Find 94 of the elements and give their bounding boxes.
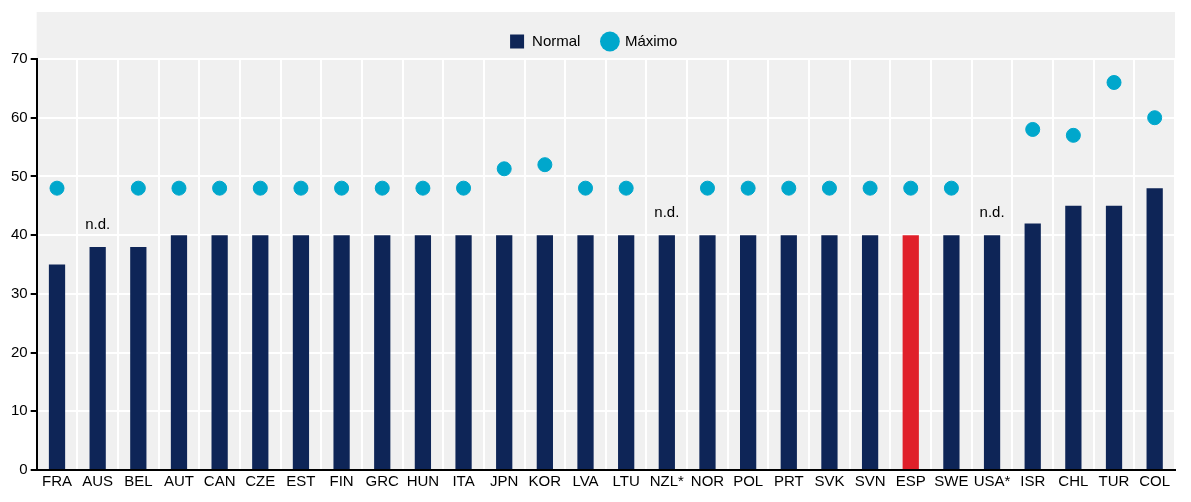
- point: [252, 180, 268, 196]
- bar: [1146, 188, 1163, 469]
- point: [49, 180, 65, 196]
- bar: [780, 235, 797, 469]
- y-tick-label: 20: [11, 342, 28, 360]
- bar: [983, 235, 1001, 469]
- x-tick-label: FRA: [42, 472, 73, 490]
- y-tick-label: 70: [11, 49, 28, 67]
- x-tick-label: PRT: [773, 472, 804, 490]
- x-tick-label: HUN: [406, 472, 440, 490]
- annotation: n.d.: [979, 203, 1005, 221]
- point: [1106, 74, 1122, 90]
- x-tick-label: KOR: [528, 472, 562, 490]
- y-tick-label: 40: [11, 225, 28, 243]
- point: [334, 180, 350, 196]
- y-tick-label: 60: [11, 107, 28, 125]
- x-tick-label: ISR: [1020, 472, 1046, 490]
- bar: [211, 235, 228, 469]
- bar: [577, 235, 594, 469]
- point: [943, 180, 959, 196]
- point: [618, 180, 634, 196]
- x-tick-label: ITA: [452, 472, 475, 490]
- annotation: n.d.: [85, 215, 111, 233]
- bar: [943, 235, 960, 469]
- point: [578, 180, 594, 196]
- bar: [1024, 223, 1041, 469]
- bar: [618, 235, 635, 469]
- bar: [821, 235, 838, 469]
- x-tick-label: ESP: [895, 472, 926, 490]
- x-tick-label: CHL: [1058, 472, 1089, 490]
- bar: [292, 235, 310, 469]
- bar: [740, 235, 757, 469]
- point: [415, 180, 431, 196]
- x-tick-label: SVK: [814, 472, 845, 490]
- bar: [414, 235, 432, 469]
- point: [862, 180, 878, 196]
- bar: [252, 235, 269, 469]
- x-tick-label: SWE: [934, 472, 969, 490]
- bar: [455, 235, 472, 469]
- point: [496, 161, 512, 177]
- x-tick-label: GRC: [365, 472, 400, 490]
- x-tick-label: SVN: [854, 472, 886, 490]
- x-tick-label: CZE: [245, 472, 276, 490]
- bar: [536, 235, 553, 469]
- bar: [1105, 205, 1123, 469]
- x-tick-label: EST: [286, 472, 316, 490]
- y-tick-label: 0: [19, 460, 28, 478]
- point: [456, 180, 472, 196]
- bar: [374, 235, 391, 469]
- bar: [861, 235, 879, 469]
- point: [903, 180, 919, 196]
- bar: [1065, 205, 1082, 469]
- point: [171, 180, 187, 196]
- x-tick-label: LTU: [612, 472, 640, 490]
- point: [821, 180, 837, 196]
- legend-label: Normal: [532, 31, 581, 49]
- bar: [496, 235, 513, 469]
- legend-label: Máximo: [624, 31, 678, 49]
- point: [212, 180, 228, 196]
- point: [293, 180, 309, 196]
- x-tick-label: NOR: [690, 472, 725, 490]
- bar: [658, 235, 675, 469]
- x-tick-label: LVA: [572, 472, 599, 490]
- point: [1065, 127, 1081, 143]
- bar: [130, 246, 147, 469]
- point: [130, 180, 146, 196]
- point: [740, 180, 756, 196]
- bar: [48, 264, 66, 469]
- x-tick-label: AUS: [82, 472, 114, 490]
- x-tick-label: FIN: [329, 472, 354, 490]
- x-tick-label: AUT: [163, 472, 194, 490]
- x-tick-label: CAN: [203, 472, 236, 490]
- point: [374, 180, 390, 196]
- x-tick-label: TUR: [1098, 472, 1130, 490]
- x-tick-label: NZL*: [649, 472, 685, 490]
- x-tick-label: POL: [733, 472, 764, 490]
- bar: [333, 235, 350, 469]
- x-tick-label: JPN: [490, 472, 519, 490]
- x-tick-label: USA*: [973, 472, 1011, 490]
- y-tick-label: 30: [11, 284, 28, 301]
- y-tick-label: 50: [11, 166, 28, 184]
- point: [1147, 110, 1163, 126]
- bar: [170, 235, 188, 469]
- point: [1025, 121, 1041, 137]
- bar: [902, 235, 919, 469]
- x-tick-label: BEL: [124, 472, 153, 490]
- x-tick-label: COL: [1139, 472, 1171, 490]
- bar: [89, 246, 106, 469]
- y-tick-label: 10: [11, 401, 28, 419]
- annotation: n.d.: [654, 203, 680, 221]
- point: [537, 157, 553, 173]
- point: [699, 180, 715, 196]
- point: [781, 180, 797, 196]
- bar: [699, 235, 716, 469]
